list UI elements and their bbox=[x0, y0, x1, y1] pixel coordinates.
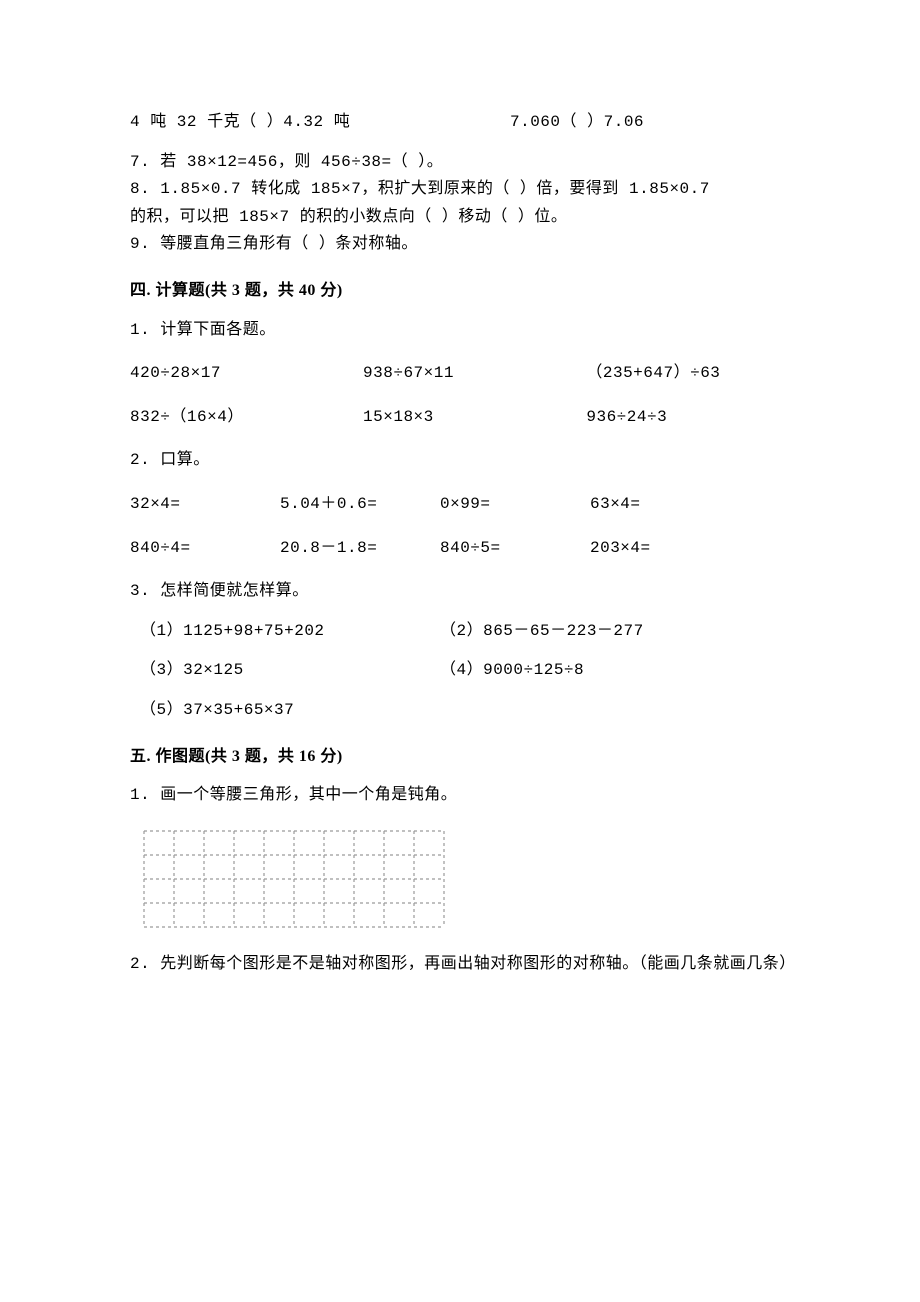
section-4-title: 四. 计算题(共 3 题，共 40 分) bbox=[130, 278, 800, 304]
fill-q9: 9. 等腰直角三角形有（ ）条对称轴。 bbox=[130, 232, 800, 258]
sec4-q1: 1. 计算下面各题。 bbox=[130, 318, 800, 344]
mental-cell: 840÷4= bbox=[130, 536, 280, 562]
dotted-grid bbox=[142, 829, 446, 929]
simp-row-2: （3）32×125 （4）9000÷125÷8 bbox=[130, 658, 800, 684]
simp-cell: （2）865－65－223－277 bbox=[440, 619, 740, 645]
simp-cell: （3）32×125 bbox=[140, 658, 440, 684]
simp-row-3: （5）37×35+65×37 bbox=[130, 698, 800, 724]
calc-cell: 832÷（16×4） bbox=[130, 405, 363, 431]
calc-cell: 15×18×3 bbox=[363, 405, 586, 431]
calc-cell: 936÷24÷3 bbox=[586, 405, 800, 431]
mental-cell: 203×4= bbox=[590, 536, 730, 562]
fill-compare-right: 7.060（ ）7.06 bbox=[510, 110, 644, 136]
fill-q7: 7. 若 38×12=456，则 456÷38=（ ）。 bbox=[130, 150, 800, 176]
sec4-q3: 3. 怎样简便就怎样算。 bbox=[130, 579, 800, 605]
simp-cell: （4）9000÷125÷8 bbox=[440, 658, 740, 684]
sec4-q2: 2. 口算。 bbox=[130, 448, 800, 474]
mental-cell: 0×99= bbox=[440, 492, 590, 518]
mental-row-1: 32×4= 5.04＋0.6= 0×99= 63×4= bbox=[130, 492, 800, 518]
fill-q8-a: 8. 1.85×0.7 转化成 185×7，积扩大到原来的（ ）倍，要得到 1.… bbox=[130, 177, 800, 203]
calc-row-1: 420÷28×17 938÷67×11 （235+647）÷63 bbox=[130, 361, 800, 387]
mental-cell: 5.04＋0.6= bbox=[280, 492, 440, 518]
simp-cell: （1）1125+98+75+202 bbox=[140, 619, 440, 645]
grid-area bbox=[142, 829, 800, 938]
simp-row-1: （1）1125+98+75+202 （2）865－65－223－277 bbox=[130, 619, 800, 645]
fill-q8-b: 的积，可以把 185×7 的积的小数点向（ ）移动（ ）位。 bbox=[130, 205, 800, 231]
section-5-title: 五. 作图题(共 3 题，共 16 分) bbox=[130, 744, 800, 770]
calc-cell: （235+647）÷63 bbox=[586, 361, 800, 387]
calc-cell: 420÷28×17 bbox=[130, 361, 363, 387]
simp-cell: （5）37×35+65×37 bbox=[140, 698, 440, 724]
mental-cell: 20.8－1.8= bbox=[280, 536, 440, 562]
mental-cell: 840÷5= bbox=[440, 536, 590, 562]
fill-compare-left: 4 吨 32 千克（ ）4.32 吨 bbox=[130, 110, 510, 136]
mental-cell: 63×4= bbox=[590, 492, 730, 518]
mental-cell: 32×4= bbox=[130, 492, 280, 518]
sec5-q2: 2. 先判断每个图形是不是轴对称图形，再画出轴对称图形的对称轴。（能画几条就画几… bbox=[130, 945, 800, 983]
mental-row-2: 840÷4= 20.8－1.8= 840÷5= 203×4= bbox=[130, 536, 800, 562]
page: 4 吨 32 千克（ ）4.32 吨 7.060（ ）7.06 7. 若 38×… bbox=[0, 0, 920, 1302]
sec5-q1: 1. 画一个等腰三角形，其中一个角是钝角。 bbox=[130, 783, 800, 809]
calc-cell: 938÷67×11 bbox=[363, 361, 586, 387]
calc-row-2: 832÷（16×4） 15×18×3 936÷24÷3 bbox=[130, 405, 800, 431]
fill-compare-row: 4 吨 32 千克（ ）4.32 吨 7.060（ ）7.06 bbox=[130, 110, 800, 136]
